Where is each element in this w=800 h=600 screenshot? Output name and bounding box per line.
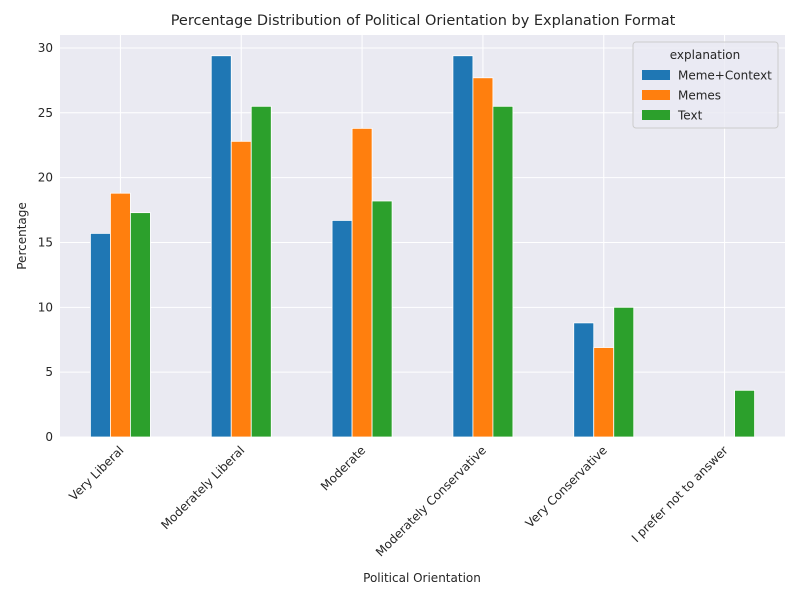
x-tick-label: Moderately Conservative (373, 443, 489, 559)
bars (90, 55, 755, 438)
bar-text-2 (371, 200, 393, 438)
bar-memes-4 (593, 347, 615, 438)
x-axis-label: Political Orientation (363, 571, 481, 585)
legend-swatch (642, 90, 670, 100)
legend-box (632, 41, 779, 129)
bar-text-3 (492, 105, 514, 438)
y-tick-label: 5 (45, 365, 53, 379)
x-tick-label: Moderate (318, 443, 368, 493)
x-tick-label: Very Conservative (523, 443, 610, 530)
bar-meme-context-3 (452, 55, 474, 438)
legend-swatch (642, 70, 670, 80)
y-tick-label: 0 (45, 430, 53, 444)
y-tick-label: 25 (38, 106, 53, 120)
bar-meme-context-4 (573, 322, 595, 438)
bar-text-4 (613, 306, 635, 438)
x-tick-label: Moderately Liberal (158, 443, 247, 532)
x-tick-label: Very Liberal (66, 443, 126, 503)
legend-title: explanation (670, 48, 741, 62)
y-axis-label: Percentage (15, 202, 29, 270)
bar-memes-0 (110, 192, 131, 438)
y-tick-label: 20 (38, 171, 53, 185)
bar-meme-context-1 (210, 55, 232, 438)
x-tick-label: I prefer not to answer (629, 443, 731, 545)
bar-text-1 (250, 105, 272, 438)
bar-text-5 (734, 389, 755, 438)
y-tick-label: 15 (38, 235, 53, 249)
legend-label: Memes (678, 89, 721, 103)
x-tick-labels: Very Liberal Moderately Liberal Moderate Mo… (66, 443, 730, 559)
bar-memes-1 (230, 140, 252, 438)
y-tick-label: 10 (38, 300, 53, 314)
bar-meme-context-2 (331, 220, 353, 438)
y-tick-label: 30 (38, 41, 53, 55)
bar-memes-3 (472, 77, 494, 438)
legend-label: Meme+Context (678, 69, 772, 83)
bar-memes-2 (351, 127, 373, 438)
bar-text-0 (130, 212, 151, 438)
bar-meme-context-0 (90, 233, 111, 438)
legend: explanation Meme+Context Memes Text (632, 41, 779, 129)
chart-title: Percentage Distribution of Political Ori… (171, 13, 676, 29)
legend-swatch (642, 110, 670, 120)
y-tick-labels: 0 5 10 15 20 25 30 (38, 41, 53, 444)
legend-label: Text (677, 109, 703, 123)
